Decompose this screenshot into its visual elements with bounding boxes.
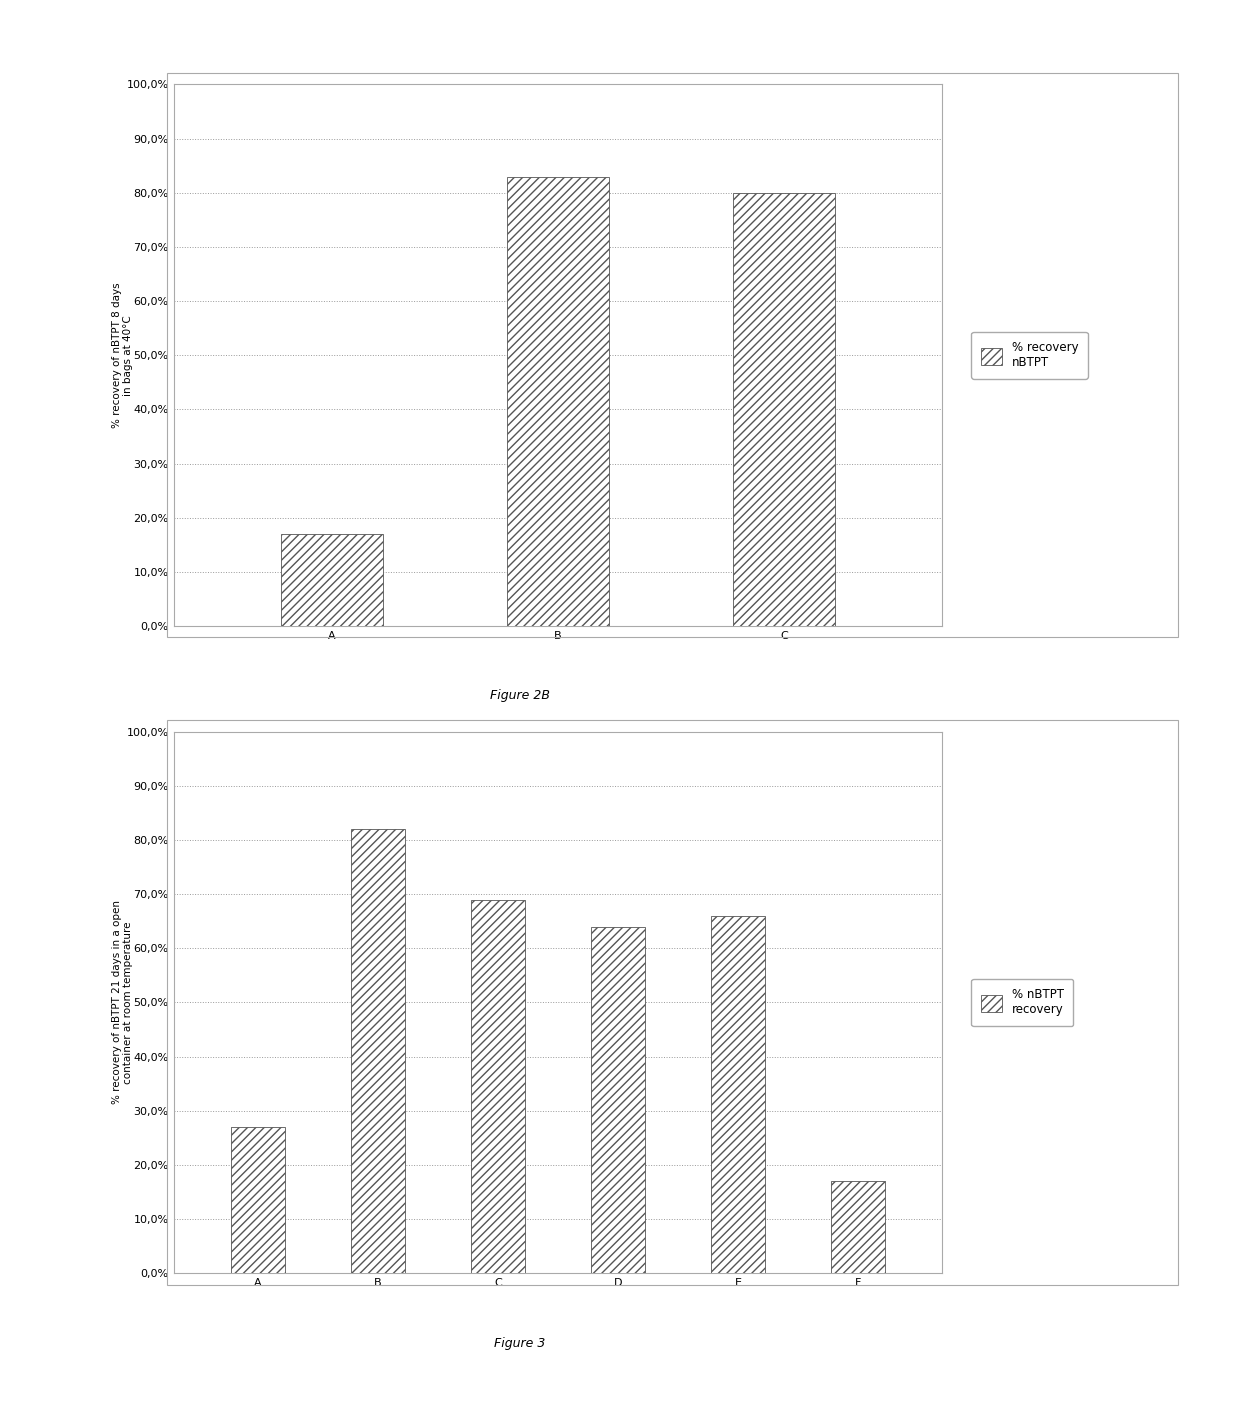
Text: Figure 3: Figure 3 <box>494 1337 546 1349</box>
Bar <box>712 916 765 1273</box>
Bar <box>831 1182 885 1273</box>
Legend: % recovery
nBTPT: % recovery nBTPT <box>971 332 1087 378</box>
Y-axis label: % recovery of nBTPT 8 days
in bags at 40°C: % recovery of nBTPT 8 days in bags at 40… <box>112 283 133 428</box>
Bar <box>471 899 525 1273</box>
Y-axis label: % recovery of nBTPT 21 days in a open
container at room temperature: % recovery of nBTPT 21 days in a open co… <box>112 900 133 1104</box>
Bar <box>281 535 383 626</box>
Text: Figure 2B: Figure 2B <box>490 689 549 702</box>
Legend: % nBTPT
recovery: % nBTPT recovery <box>971 979 1073 1026</box>
Bar <box>231 1127 285 1273</box>
Bar <box>591 927 645 1273</box>
Bar <box>733 193 835 626</box>
Bar <box>351 829 404 1273</box>
Bar <box>507 176 609 626</box>
